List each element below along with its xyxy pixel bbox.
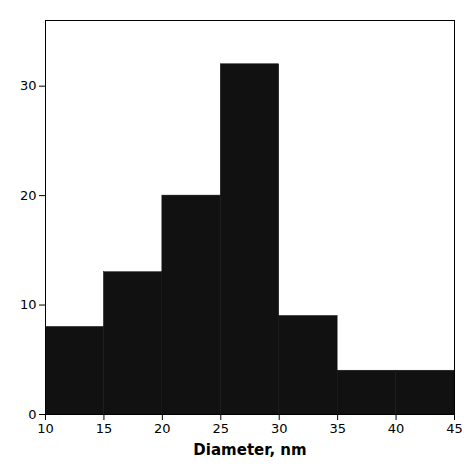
svg-text:15: 15	[96, 421, 113, 436]
svg-text:40: 40	[388, 421, 405, 436]
svg-text:30: 30	[20, 78, 37, 93]
svg-text:Diameter, nm: Diameter, nm	[193, 441, 306, 459]
svg-text:20: 20	[154, 421, 171, 436]
svg-text:45: 45	[446, 421, 463, 436]
svg-text:35: 35	[329, 421, 346, 436]
svg-text:30: 30	[271, 421, 288, 436]
svg-text:25: 25	[213, 421, 230, 436]
svg-text:0: 0	[28, 407, 36, 422]
svg-text:10: 10	[37, 421, 54, 436]
svg-text:20: 20	[20, 188, 37, 203]
svg-text:10: 10	[20, 297, 37, 312]
